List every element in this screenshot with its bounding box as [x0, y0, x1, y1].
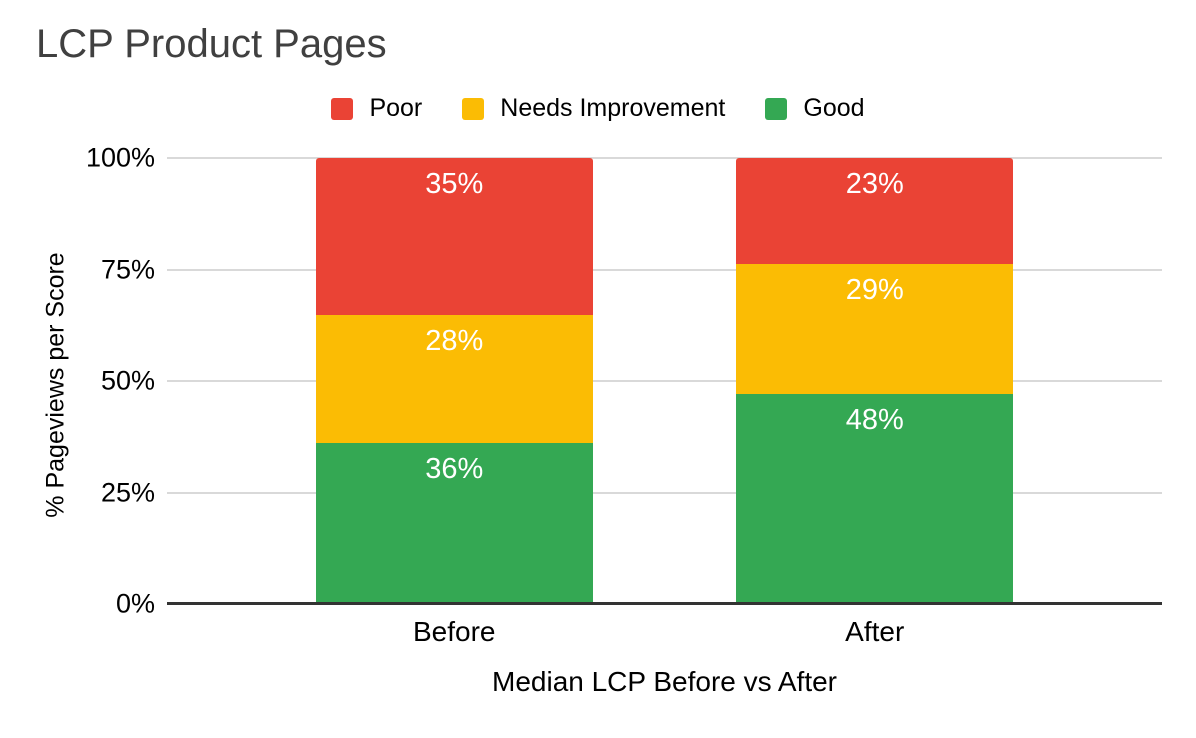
x-axis-title: Median LCP Before vs After — [492, 666, 837, 697]
y-tick-label: 25% — [100, 477, 155, 507]
chart-title: LCP Product Pages — [36, 22, 387, 66]
legend-item-poor: Poor — [331, 94, 422, 123]
bar-column-after: 23% 29% 48% — [736, 158, 1014, 604]
bar-value-label: 23% — [845, 168, 904, 200]
plot-area: 100% 75% 50% 25% 0% 35% 28% 36% Before 23% 29% 48% A… — [86, 143, 1162, 647]
legend-label: Poor — [369, 94, 423, 122]
bar-segment-needs-improvement-after: 29% — [736, 263, 1014, 395]
y-tick-label: 75% — [100, 254, 155, 284]
y-tick-label: 50% — [100, 365, 155, 396]
x-category-label-before: Before — [413, 616, 496, 647]
bar-segment-poor-before: 35% — [315, 158, 593, 316]
y-tick-label: 0% — [115, 588, 155, 619]
legend-label: Needs Improvement — [500, 94, 726, 122]
legend-swatch-needs-improvement-icon — [462, 97, 485, 120]
legend: Poor Needs Improvement Good — [0, 94, 1196, 123]
bar-segment-needs-improvement-before: 28% — [315, 315, 593, 443]
legend-label: Good — [803, 94, 865, 122]
legend-item-needs-improvement: Needs Improvement — [462, 94, 725, 123]
y-tick-label: 100% — [85, 142, 155, 173]
bar-segment-good-before: 36% — [315, 442, 593, 604]
bar-value-label: 48% — [845, 404, 904, 437]
gridline — [167, 380, 1162, 382]
bar-column-before: 35% 28% 36% — [315, 158, 593, 604]
legend-item-good: Good — [765, 94, 865, 123]
bar-value-label: 29% — [845, 273, 904, 306]
bar-value-label: 28% — [425, 325, 484, 358]
x-category-label-after: After — [845, 616, 905, 647]
bar-segment-good-after: 48% — [736, 394, 1014, 604]
bar-value-label: 36% — [425, 452, 484, 485]
bar-segment-poor-after: 23% — [736, 158, 1014, 264]
gridline — [167, 268, 1162, 271]
legend-swatch-good-icon — [765, 97, 788, 120]
y-axis-title: % Pageviews per Score — [41, 252, 70, 518]
legend-swatch-poor-icon — [331, 97, 354, 120]
gridline — [167, 491, 1162, 494]
gridline — [167, 157, 1162, 159]
bar-value-label: 35% — [425, 168, 484, 200]
x-axis-line — [167, 602, 1162, 605]
